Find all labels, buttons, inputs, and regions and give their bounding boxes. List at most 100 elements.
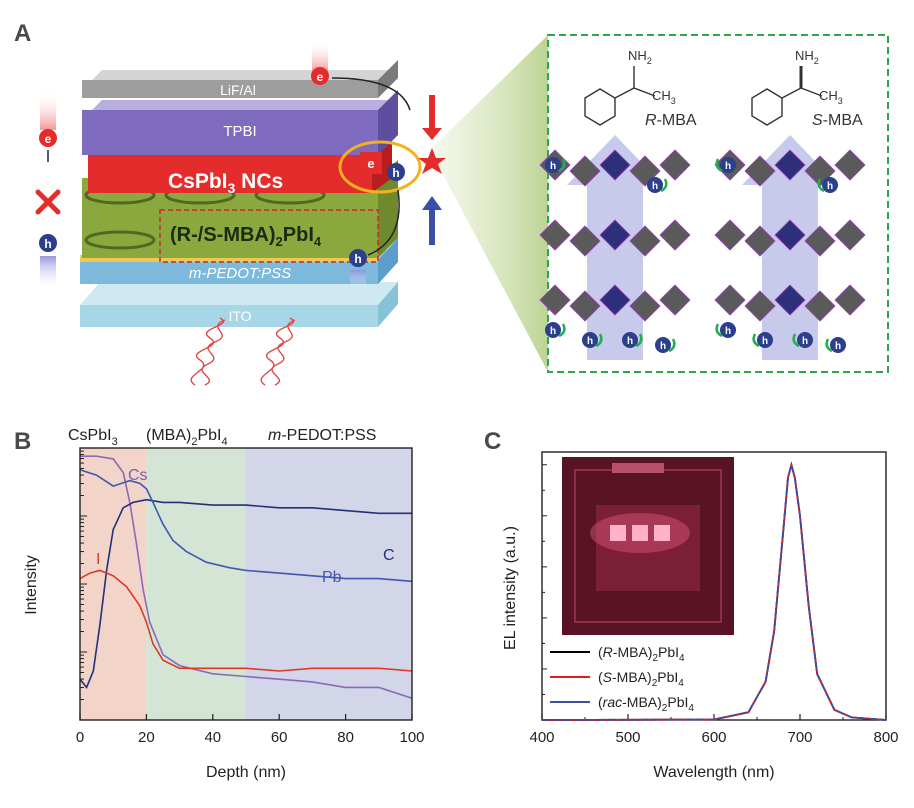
s-mba-label: S-MBA bbox=[812, 112, 863, 129]
octahedron bbox=[804, 225, 836, 257]
up-arrow-icon bbox=[422, 196, 442, 210]
legend-entry: (S-MBA)2PbI4 bbox=[598, 669, 684, 689]
spin-arrow-icon bbox=[558, 323, 566, 338]
series-line-i bbox=[79, 569, 413, 672]
el-series-line-3 bbox=[541, 461, 887, 721]
octahedron bbox=[599, 219, 631, 251]
hole-icon bbox=[387, 163, 405, 181]
region-label-cspbi: CsPbI3 bbox=[68, 427, 118, 448]
curve-label-c: C bbox=[383, 547, 395, 564]
hole-symbol: h bbox=[652, 181, 658, 192]
octahedron bbox=[659, 284, 691, 316]
hole-symbol: h bbox=[587, 336, 593, 347]
depth-region-1 bbox=[80, 448, 147, 720]
hole-icon bbox=[830, 337, 846, 353]
spin-arrow-icon bbox=[668, 338, 676, 353]
cpl-helix-icon bbox=[190, 317, 296, 386]
electron-icon bbox=[311, 67, 329, 85]
octahedron bbox=[744, 225, 776, 257]
hole-symbol: h bbox=[627, 336, 633, 347]
hole-icon bbox=[757, 332, 773, 348]
label-pedot: m-PEDOT:PSS bbox=[189, 265, 291, 282]
spin-arrow-icon bbox=[715, 323, 723, 338]
spin-arrow-icon bbox=[752, 333, 760, 348]
x-tick-label: 80 bbox=[337, 729, 354, 746]
hole-symbol: h bbox=[762, 336, 768, 347]
svg-text:h: h bbox=[44, 237, 51, 251]
label-tpbi: TPBI bbox=[223, 123, 256, 140]
hole-icon bbox=[822, 177, 838, 193]
spin-arrow-icon bbox=[558, 158, 566, 173]
tpbi-layer bbox=[82, 110, 378, 155]
down-arrow-icon bbox=[422, 128, 442, 140]
ito-layer-top bbox=[80, 282, 398, 305]
label-mba: (R-/S-MBA)2PbI4 bbox=[170, 224, 322, 249]
octahedron bbox=[774, 149, 806, 181]
x-tick-label: 0 bbox=[76, 729, 84, 746]
panel-b-letter: B bbox=[14, 428, 32, 455]
hole-symbol: h bbox=[802, 336, 808, 347]
spin-arrow-icon bbox=[792, 333, 800, 348]
region-label-pedot: m-PEDOT:PSS bbox=[268, 427, 376, 444]
octahedron bbox=[629, 225, 661, 257]
chart-c-frame bbox=[541, 451, 887, 721]
hole-icon bbox=[39, 234, 57, 252]
octahedron bbox=[774, 219, 806, 251]
electron-icon bbox=[39, 129, 57, 147]
x-tick-label: 500 bbox=[615, 729, 640, 746]
series-line-c bbox=[79, 498, 412, 689]
hole-symbol: h bbox=[550, 326, 556, 337]
hole-symbol: h bbox=[827, 181, 833, 192]
x-tick-label: 400 bbox=[529, 729, 554, 746]
octahedron bbox=[569, 225, 601, 257]
label-ito: ITO bbox=[228, 308, 251, 324]
r-mba-label: R-MBA bbox=[645, 112, 697, 129]
octahedron bbox=[774, 284, 806, 316]
octahedron bbox=[834, 284, 866, 316]
chart-c-xlabel: Wavelength (nm) bbox=[653, 764, 774, 781]
octahedron bbox=[659, 149, 691, 181]
spin-arrow-icon bbox=[715, 158, 723, 173]
hole-symbol: h bbox=[725, 161, 731, 172]
hole-icon bbox=[545, 322, 561, 338]
zoom-cone bbox=[430, 35, 548, 372]
r-mba-molecule bbox=[584, 66, 656, 126]
pedot-layer bbox=[80, 260, 378, 284]
octahedron bbox=[834, 149, 866, 181]
svg-text:NH2: NH2 bbox=[628, 48, 652, 66]
chart-b-xlabel: Depth (nm) bbox=[206, 764, 286, 781]
svg-text:NH2: NH2 bbox=[795, 48, 819, 66]
hole-icon bbox=[349, 249, 367, 267]
recombination-ring bbox=[338, 140, 422, 194]
legend-entry: (rac-MBA)2PbI4 bbox=[598, 694, 694, 714]
hole-icon bbox=[797, 332, 813, 348]
spin-arrow-icon bbox=[825, 338, 833, 353]
hole-icon bbox=[582, 332, 598, 348]
hole-symbol: h bbox=[660, 341, 666, 352]
svg-text:h: h bbox=[392, 166, 399, 180]
chart-c-ylabel: EL intensity (a.u.) bbox=[502, 526, 519, 650]
lif-layer bbox=[82, 80, 378, 98]
x-tick-label: 40 bbox=[204, 729, 221, 746]
octahedron bbox=[834, 219, 866, 251]
spin-arrow-icon bbox=[595, 333, 603, 348]
el-series-line-1 bbox=[541, 461, 887, 721]
r-mba-perovskite-structure: h h h h h h bbox=[539, 135, 691, 360]
region-label-mba: (MBA)2PbI4 bbox=[146, 427, 228, 448]
svg-text:h: h bbox=[354, 252, 361, 266]
octahedron bbox=[539, 284, 571, 316]
x-tick-label: 20 bbox=[138, 729, 155, 746]
hole-symbol: h bbox=[835, 341, 841, 352]
octahedron bbox=[599, 149, 631, 181]
spin-arrow-icon bbox=[635, 333, 643, 348]
blocked-x-icon bbox=[35, 189, 61, 215]
series-line-cs bbox=[80, 455, 413, 699]
spin-arrow-icon bbox=[660, 178, 668, 193]
x-tick-label: 600 bbox=[701, 729, 726, 746]
octahedron bbox=[714, 284, 746, 316]
octahedron bbox=[744, 155, 776, 187]
spin-arrow-icon bbox=[817, 178, 825, 193]
svg-text:e: e bbox=[367, 156, 374, 171]
ito-layer bbox=[80, 305, 378, 327]
x-tick-label: 700 bbox=[787, 729, 812, 746]
